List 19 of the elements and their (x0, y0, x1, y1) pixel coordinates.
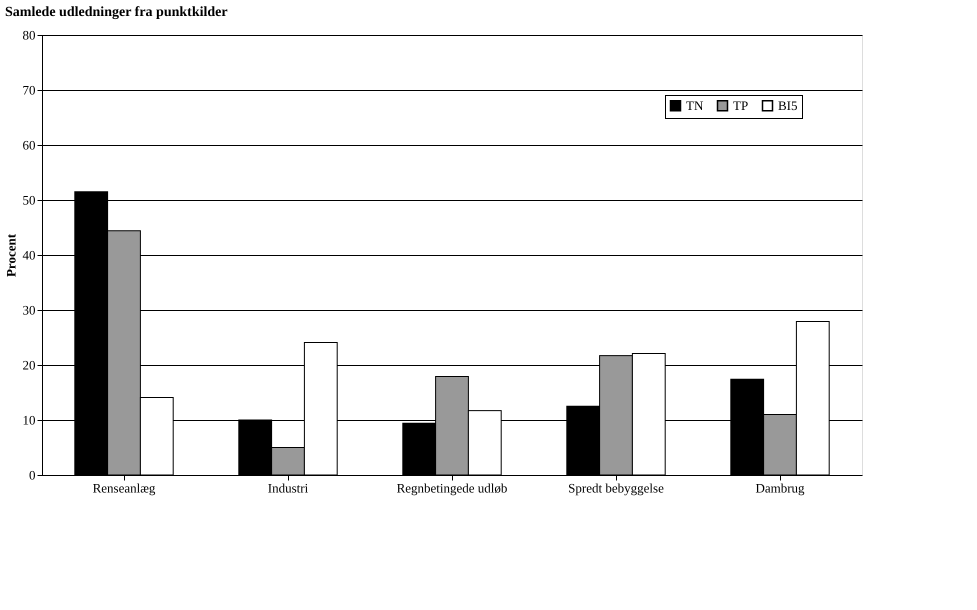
y-tick-label: 50 (22, 192, 36, 208)
x-tick-label: Spredt bebyggelse (568, 480, 664, 496)
x-tick-label: Industri (268, 480, 309, 496)
y-tick-label: 80 (22, 28, 36, 42)
x-tick-label: Regnbetingede udløb (396, 480, 508, 496)
y-tick-label: 10 (22, 412, 36, 428)
legend-label: TP (733, 98, 748, 113)
x-tick-label: Dambrug (755, 480, 806, 496)
y-tick-label: 60 (22, 138, 36, 152)
chart-title: Samlede udledninger fra punktkilder (5, 5, 228, 20)
x-tick-label: Renseanlæg (92, 480, 156, 496)
legend-label: TN (686, 98, 704, 113)
legend-label: BI5 (778, 98, 798, 113)
y-tick-label: 0 (29, 468, 36, 482)
y-tick-label: 20 (22, 358, 36, 372)
y-axis-title: Procent (4, 233, 18, 278)
y-tick-label: 70 (22, 82, 36, 98)
y-tick-label: 30 (22, 302, 36, 318)
y-tick-label: 40 (22, 248, 36, 262)
